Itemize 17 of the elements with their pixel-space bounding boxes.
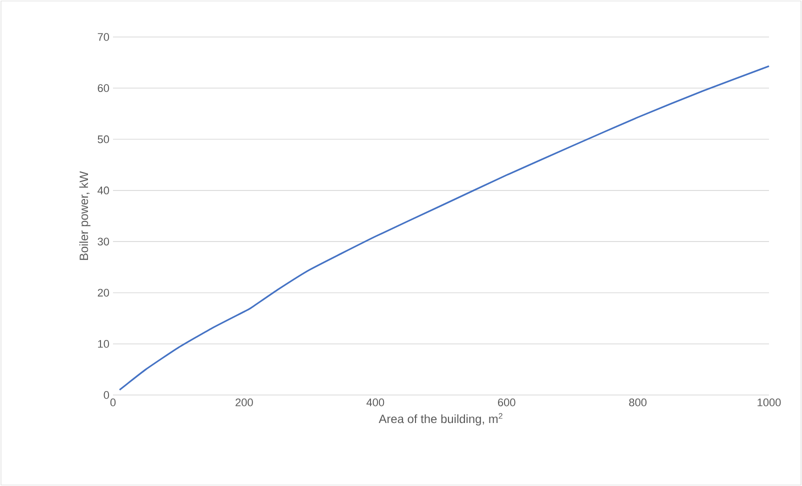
y-tick-label: 10 (98, 340, 110, 348)
y-tick-label: 20 (98, 288, 110, 297)
x-tick-label: 200 (236, 398, 253, 406)
x-tick-label: 600 (498, 398, 516, 406)
x-tick-label: 800 (629, 398, 647, 406)
y-tick-label: 40 (98, 186, 110, 194)
y-tick-label: 0 (104, 391, 110, 399)
y-tick-label: 70 (98, 33, 110, 41)
x-tick-label: 0 (110, 398, 116, 406)
y-tick-label: 30 (98, 238, 110, 246)
x-tick-label: 400 (366, 398, 384, 406)
y-tick-label: 60 (98, 84, 110, 92)
x-tick-label: 1000 (758, 398, 781, 406)
line-series (118, 65, 770, 391)
x-axis-title: Area of the building, m$^{2}$ (378, 413, 502, 426)
y-tick-label: 50 (98, 135, 110, 144)
y-axis-title: Boiler power, kW (79, 171, 90, 260)
